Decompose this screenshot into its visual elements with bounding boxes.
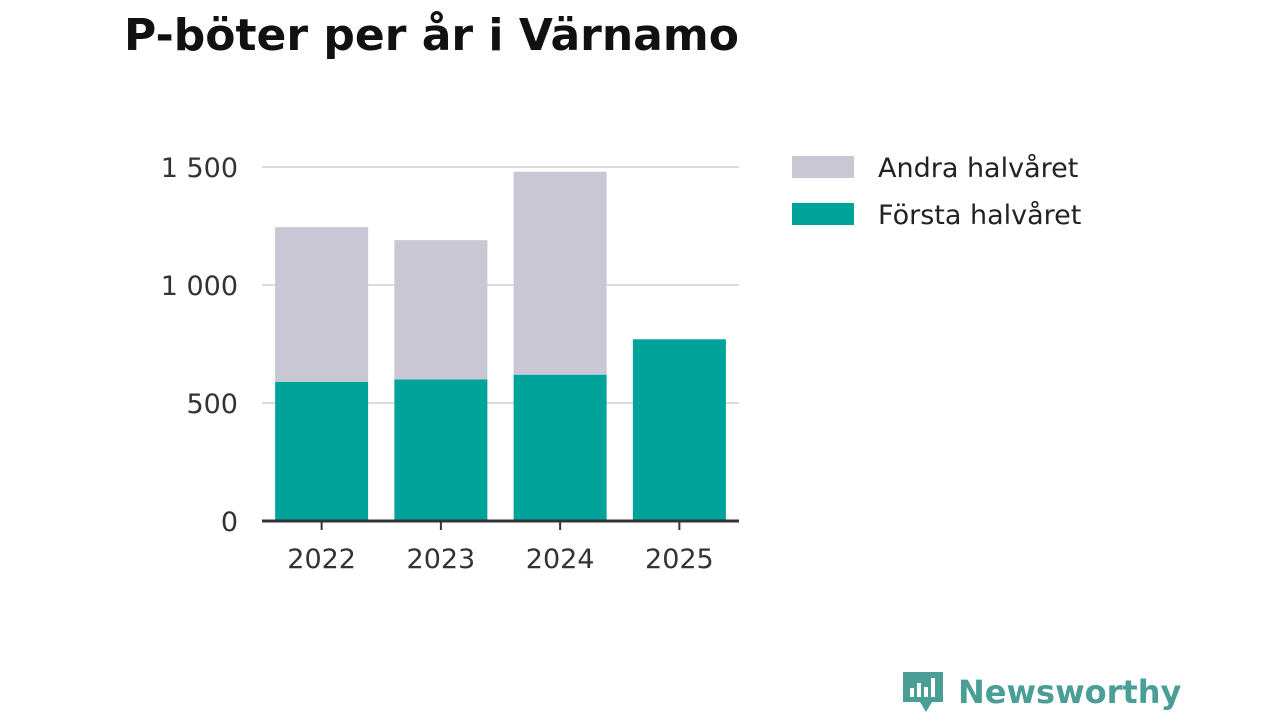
legend-swatch	[792, 156, 854, 178]
x-tick-label: 2023	[407, 544, 476, 575]
x-tick-label: 2022	[287, 544, 356, 575]
legend: Andra halvåret Första halvåret	[792, 153, 1081, 231]
bar-2024-series-0	[513, 374, 607, 521]
legend-label: Första halvåret	[878, 200, 1081, 231]
y-tick-label: 1 000	[161, 271, 238, 302]
chart-title: P-böter per år i Värnamo	[124, 10, 739, 61]
bar-2025-series-0	[632, 339, 726, 521]
brand-name: Newsworthy	[958, 673, 1182, 711]
bar-2022-series-1	[275, 227, 369, 382]
bars	[275, 171, 726, 521]
bar-2023-series-1	[394, 240, 488, 380]
y-tick-label: 1 500	[161, 153, 238, 184]
bar-2022-series-0	[275, 381, 369, 521]
branding: Newsworthy	[903, 672, 1182, 712]
axes: 0 500 1 000 1 500 2022 2023 2024 2025	[161, 153, 739, 575]
x-tick-label: 2024	[526, 544, 595, 575]
y-tick-label: 500	[186, 389, 238, 420]
x-tick-label: 2025	[645, 544, 714, 575]
bar-2024-series-1	[513, 171, 607, 375]
y-tick-label: 0	[221, 507, 238, 538]
legend-swatch	[792, 203, 854, 225]
bar-2023-series-0	[394, 379, 488, 521]
bar-chart-speech-bubble-icon	[903, 672, 943, 712]
legend-label: Andra halvåret	[878, 153, 1078, 184]
